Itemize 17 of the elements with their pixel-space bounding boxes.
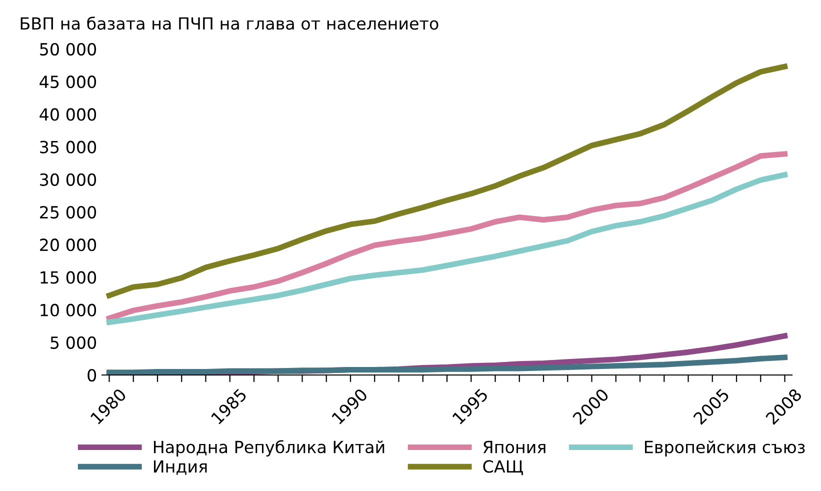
legend-label: САЩ xyxy=(483,460,523,476)
y-tick-label: 40 000 xyxy=(40,108,96,121)
y-tick-label: 25 000 xyxy=(40,206,96,219)
y-tick-label: 15 000 xyxy=(40,271,96,284)
chart-title: БВП на базата на ПЧП на глава от населението xyxy=(20,16,438,30)
legend-label: Европейския съюз xyxy=(645,440,805,457)
legend-label: Индия xyxy=(154,460,207,475)
y-tick-label: 10 000 xyxy=(40,304,96,316)
y-tick-label: 20 000 xyxy=(40,238,96,252)
y-tick-label: 50 000 xyxy=(40,42,96,56)
legend-label: Народна Република Китай xyxy=(154,440,384,457)
y-tick-label: 0 xyxy=(88,368,96,382)
legend-label: Япония xyxy=(483,440,546,454)
y-tick-label: 5 000 xyxy=(50,336,96,349)
y-tick-label: 30 000 xyxy=(40,173,96,186)
y-tick-label: 45 000 xyxy=(40,76,96,88)
y-tick-label: 35 000 xyxy=(40,140,96,154)
